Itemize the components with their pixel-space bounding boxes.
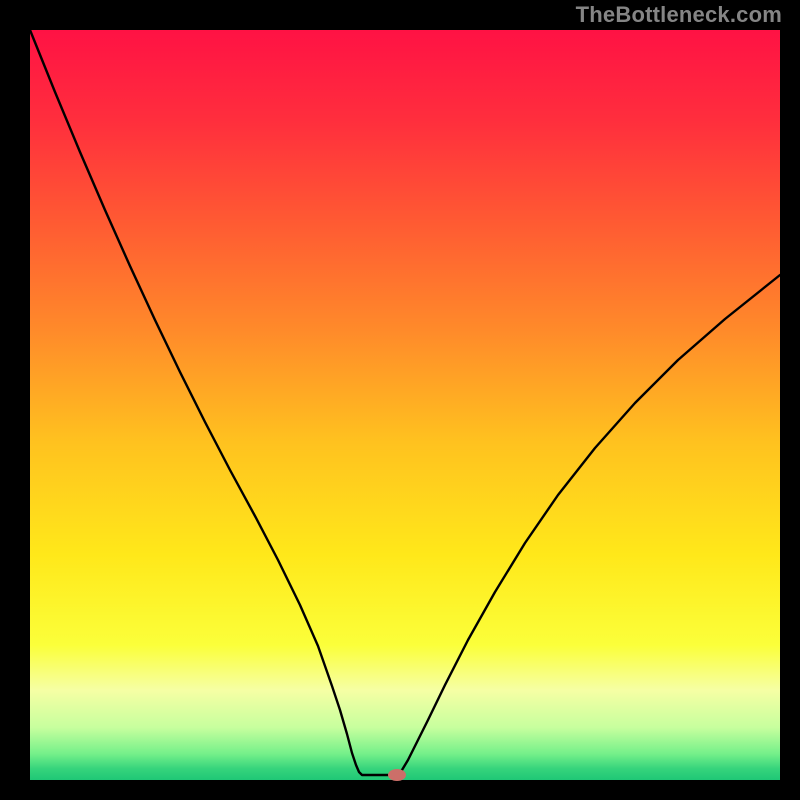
- chart-frame: { "watermark": "TheBottleneck.com", "cha…: [0, 0, 800, 800]
- plot-background: [30, 30, 780, 780]
- bottleneck-chart: [0, 0, 800, 800]
- optimal-point-marker: [388, 769, 406, 781]
- watermark-text: TheBottleneck.com: [576, 2, 782, 28]
